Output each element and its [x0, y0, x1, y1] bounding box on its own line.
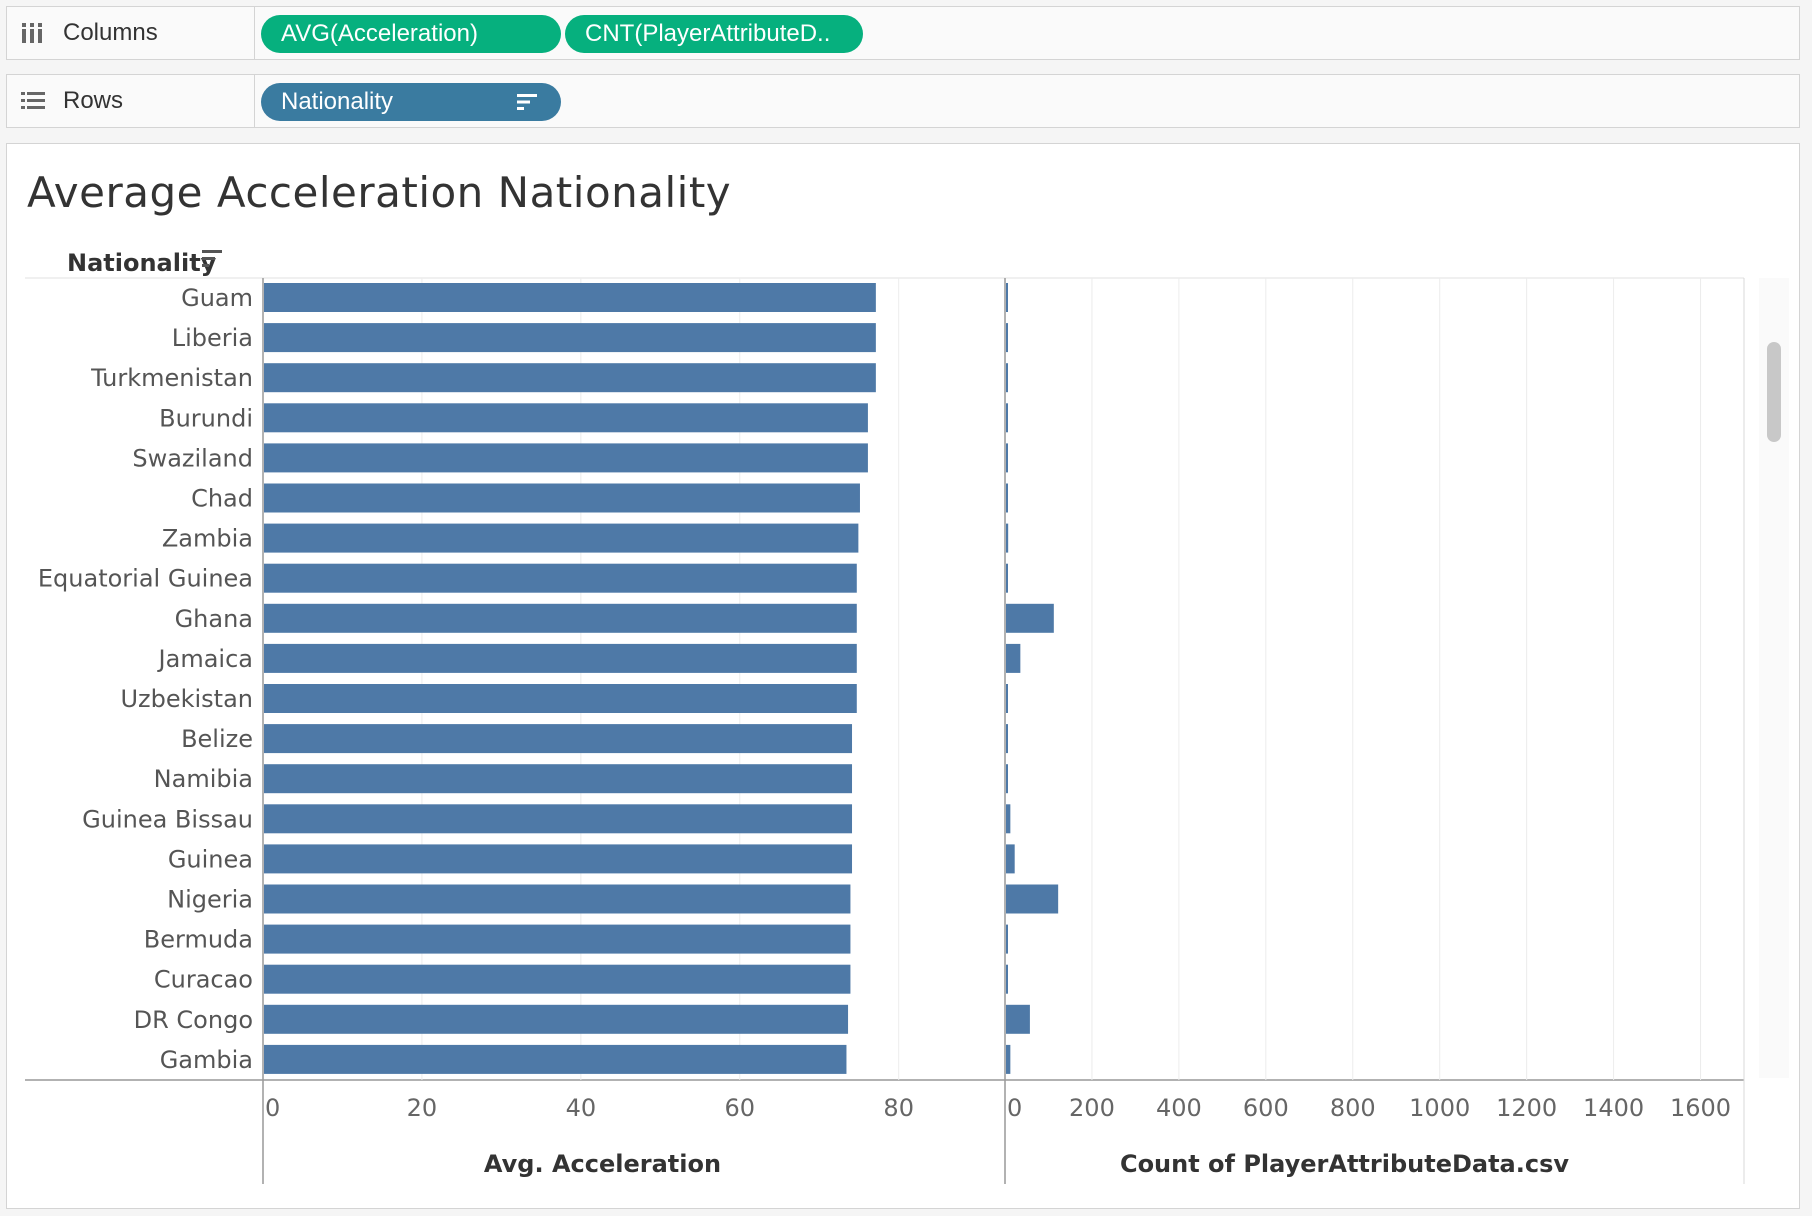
row-label[interactable]: Guinea [168, 845, 253, 873]
count-player-attribute-pill[interactable]: CNT(PlayerAttributeD.. [565, 15, 863, 53]
x-tick-label: 60 [725, 1094, 756, 1122]
bar[interactable] [1006, 563, 1008, 593]
rows-shelf-label: Rows [7, 75, 255, 127]
row-header-nationality[interactable]: Nationality [67, 249, 217, 277]
bar[interactable] [1006, 724, 1008, 754]
bar[interactable] [264, 684, 857, 713]
bar[interactable] [264, 523, 859, 553]
row-label[interactable]: Nigeria [167, 886, 253, 914]
x-tick-label: 800 [1330, 1094, 1376, 1122]
sort-descending-icon[interactable] [517, 92, 539, 112]
x-axis-title: Avg. Acceleration [484, 1150, 721, 1178]
x-tick-label: 1200 [1496, 1094, 1557, 1122]
nationality-pill[interactable]: Nationality [261, 83, 561, 121]
avg-acceleration-pill[interactable]: AVG(Acceleration) [261, 15, 561, 53]
bar[interactable] [264, 563, 857, 593]
chart-canvas: Nationality 0 20 40 60 80 Avg. Acceleration 0 2… [25, 249, 1789, 1184]
bar[interactable] [1006, 643, 1021, 673]
x-tick-label: 40 [566, 1094, 597, 1122]
x-tick-label: 80 [883, 1094, 914, 1122]
row-label[interactable]: Liberia [172, 324, 253, 352]
bar[interactable] [264, 804, 853, 834]
bar[interactable] [1006, 924, 1008, 954]
bar[interactable] [1006, 483, 1008, 513]
row-label[interactable]: Chad [191, 485, 253, 513]
x-tick-label: 1400 [1583, 1094, 1644, 1122]
bar[interactable] [264, 1004, 849, 1034]
chart-title: Average Acceleration Nationality [27, 168, 732, 217]
avg-acceleration-pill-label: AVG(Acceleration) [281, 20, 478, 47]
row-header-sort-icon[interactable] [202, 250, 222, 267]
row-label[interactable]: DR Congo [134, 1006, 253, 1034]
row-label[interactable]: Equatorial Guinea [38, 565, 253, 593]
bar[interactable] [264, 1044, 847, 1074]
bar[interactable] [264, 764, 853, 794]
columns-shelf-label: Columns [7, 7, 255, 59]
bar[interactable] [1006, 764, 1008, 794]
columns-icon [19, 21, 47, 45]
bar[interactable] [1006, 323, 1008, 353]
x-tick-label: 600 [1243, 1094, 1289, 1122]
bar[interactable] [264, 964, 851, 994]
bar[interactable] [264, 884, 851, 914]
bar[interactable] [1006, 283, 1008, 312]
bar[interactable] [1006, 1004, 1030, 1034]
bar[interactable] [1006, 603, 1054, 633]
columns-shelf: Columns AVG(Acceleration) CNT(PlayerAttr… [6, 6, 1800, 60]
bar[interactable] [264, 844, 853, 874]
row-label[interactable]: Burundi [159, 404, 253, 432]
row-label[interactable]: Zambia [162, 525, 253, 553]
row-label[interactable]: Uzbekistan [120, 685, 253, 713]
x-tick-label: 20 [407, 1094, 438, 1122]
x-tick-label: 1000 [1409, 1094, 1470, 1122]
bar[interactable] [1006, 1044, 1011, 1074]
bar[interactable] [1006, 804, 1011, 834]
count-pill-label: CNT(PlayerAttributeD.. [585, 20, 831, 47]
bar[interactable] [1006, 844, 1015, 874]
row-label[interactable]: Belize [181, 725, 253, 753]
x-tick-label: 1600 [1670, 1094, 1731, 1122]
bar[interactable] [264, 724, 853, 754]
row-label[interactable]: Ghana [175, 605, 253, 633]
row-label[interactable]: Jamaica [157, 645, 253, 673]
row-label[interactable]: Gambia [160, 1046, 253, 1074]
x-tick-label: 200 [1069, 1094, 1115, 1122]
rows-label-text: Rows [63, 87, 124, 114]
row-label[interactable]: Turkmenistan [90, 364, 253, 392]
row-label[interactable]: Swaziland [132, 444, 253, 472]
row-label[interactable]: Guinea Bissau [82, 805, 253, 833]
bar[interactable] [1006, 964, 1008, 994]
bar[interactable] [1006, 363, 1008, 393]
bar[interactable] [1006, 884, 1059, 914]
rows-shelf: Rows Nationality [6, 74, 1800, 128]
x-tick-label: 0 [265, 1094, 280, 1122]
worksheet-view: Average Acceleration Nationality Nationa… [6, 143, 1800, 1209]
bar[interactable] [264, 323, 876, 353]
bar[interactable] [264, 283, 876, 312]
bar[interactable] [264, 483, 860, 513]
bar[interactable] [264, 924, 851, 954]
bar[interactable] [1006, 403, 1008, 433]
nationality-pill-label: Nationality [281, 88, 394, 115]
x-tick-label: 0 [1007, 1094, 1022, 1122]
vertical-scrollbar-thumb[interactable] [1767, 342, 1781, 442]
columns-label-text: Columns [63, 19, 158, 46]
bar[interactable] [264, 443, 868, 473]
bar[interactable] [1006, 443, 1008, 473]
bar[interactable] [264, 643, 857, 673]
bar[interactable] [264, 403, 868, 433]
row-label[interactable]: Guam [181, 284, 253, 312]
x-axis-title: Count of PlayerAttributeData.csv [1120, 1150, 1569, 1178]
bar[interactable] [1006, 523, 1009, 553]
row-label[interactable]: Curacao [154, 966, 253, 994]
row-label[interactable]: Bermuda [144, 926, 253, 954]
bar[interactable] [264, 603, 857, 633]
rows-icon [19, 89, 47, 113]
x-tick-label: 400 [1156, 1094, 1202, 1122]
bar[interactable] [264, 363, 876, 393]
row-label[interactable]: Namibia [154, 765, 253, 793]
bar[interactable] [1006, 684, 1008, 713]
